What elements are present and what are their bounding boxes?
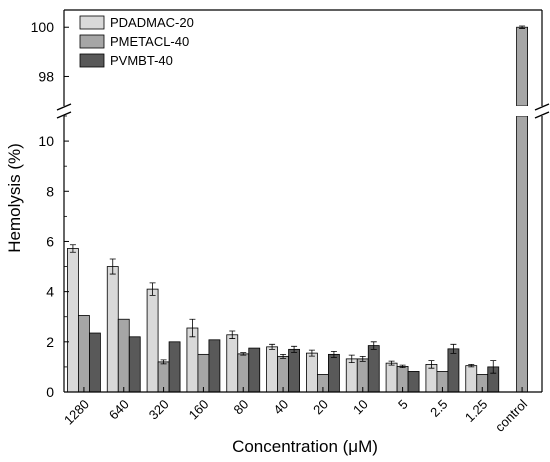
error-bar-PDADMAC-20-40 (269, 343, 276, 350)
error-bar-PMETACL-40-80 (240, 352, 247, 356)
error-bar-PMETACL-40-5 (399, 364, 406, 369)
error-bar-PDADMAC-20-10 (348, 354, 355, 364)
y-axis-label: Hemolysis (%) (5, 143, 24, 253)
bar-PDADMAC-20-80 (226, 334, 239, 393)
x-tick-label: 1280 (61, 397, 92, 428)
bar-PMETACL-40-control-lower (516, 115, 528, 393)
legend-label: PDADMAC-20 (110, 15, 194, 30)
y-tick-label: 4 (46, 284, 54, 300)
error-bar-PDADMAC-20-2.5 (428, 360, 435, 369)
bar-PVMBT-40-320 (168, 341, 181, 393)
x-tick-label: 40 (270, 397, 291, 418)
bar-PMETACL-40-640 (117, 318, 130, 393)
legend-swatch (79, 15, 105, 30)
bar-PMETACL-40-1280 (78, 315, 90, 393)
bar-PVMBT-40-640 (128, 336, 141, 393)
y-tick-label: 0 (46, 384, 54, 400)
x-tick-label: 5 (395, 397, 411, 413)
legend-swatch (79, 34, 105, 49)
x-tick-label: 160 (186, 397, 212, 423)
bar-PMETACL-40-160 (197, 353, 210, 393)
y-tick-label: 98 (38, 68, 54, 84)
bar-PDADMAC-20-20 (306, 352, 318, 393)
x-tick-label: 10 (350, 397, 371, 418)
error-bar-PVMBT-40-1.25 (490, 360, 497, 374)
bar-PMETACL-40-80 (237, 353, 250, 393)
bar-PDADMAC-20-1.25 (465, 365, 478, 393)
error-bar-PMETACL-40-10 (359, 355, 366, 362)
error-bar-PDADMAC-20-5 (388, 360, 395, 366)
y-tick-label: 8 (46, 183, 54, 199)
bar-PVMBT-40-1280 (89, 332, 101, 393)
bar-PDADMAC-20-5 (385, 362, 398, 393)
bar-PMETACL-40-control-upper (516, 26, 528, 107)
x-tick-label: 320 (146, 397, 172, 423)
x-tick-label: 2.5 (427, 397, 450, 420)
axis-break-left (56, 103, 72, 119)
bar-PDADMAC-20-1280 (67, 248, 79, 393)
x-axis-label: Concentration (μM) (232, 437, 378, 456)
bar-PVMBT-40-160 (208, 339, 221, 393)
legend-label: PMETACL-40 (110, 34, 189, 49)
error-bar-PVMBT-40-40 (291, 345, 298, 353)
bar-PVMBT-40-10 (367, 345, 380, 393)
error-bar-PDADMAC-20-320 (149, 282, 156, 296)
x-tick-label: 640 (106, 397, 132, 423)
bar-PDADMAC-20-640 (106, 266, 119, 393)
error-bar-PDADMAC-20-20 (308, 349, 315, 357)
error-bar-PVMBT-40-10 (370, 341, 377, 350)
y-tick-label: 2 (46, 334, 54, 350)
error-bar-PDADMAC-20-160 (189, 318, 196, 338)
bar-PVMBT-40-20 (328, 353, 340, 393)
error-bar-PMETACL-40-40 (280, 353, 287, 359)
error-bar-PMETACL-40-control (519, 25, 526, 29)
y-tick-label: 10 (38, 133, 54, 149)
error-bar-PDADMAC-20-1280 (69, 244, 76, 253)
x-tick-label: 80 (231, 397, 252, 418)
axis-break-right (534, 103, 550, 119)
bar-PDADMAC-20-10 (345, 358, 358, 393)
legend-label: PVMBT-40 (110, 53, 173, 68)
x-tick-label: control (492, 396, 530, 434)
error-bar-PDADMAC-20-640 (109, 258, 116, 275)
bar-PVMBT-40-40 (288, 348, 300, 393)
legend-swatch (79, 53, 105, 68)
error-bar-PVMBT-40-2.5 (450, 343, 457, 354)
error-bar-PVMBT-40-20 (330, 350, 337, 358)
x-tick-label: 1.25 (462, 397, 491, 426)
bar-PVMBT-40-5 (407, 371, 420, 393)
error-bar-PDADMAC-20-80 (229, 330, 236, 339)
bar-PDADMAC-20-40 (266, 346, 278, 393)
bar-PVMBT-40-2.5 (447, 348, 460, 393)
bar-PDADMAC-20-320 (146, 288, 159, 393)
y-tick-label: 100 (31, 19, 55, 35)
error-bar-PDADMAC-20-1.25 (468, 364, 475, 368)
error-bar-PMETACL-40-320 (160, 359, 167, 365)
x-tick-label: 20 (310, 397, 331, 418)
bar-PMETACL-40-40 (277, 355, 289, 393)
bar-PDADMAC-20-160 (186, 327, 199, 393)
bar-PVMBT-40-80 (248, 347, 261, 393)
y-tick-label: 6 (46, 233, 54, 249)
bar-break-gap (515, 106, 529, 116)
